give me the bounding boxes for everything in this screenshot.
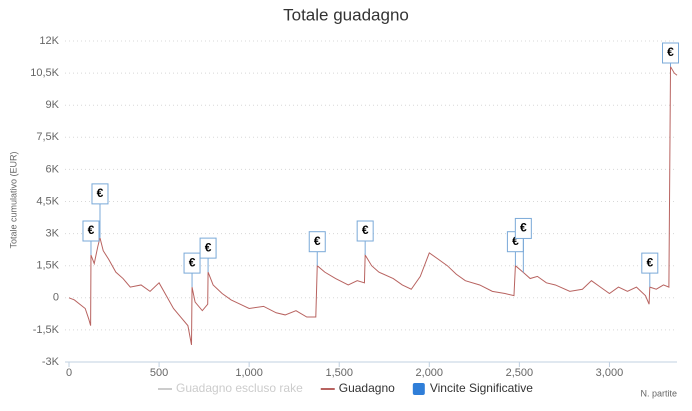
flag-label: €: [667, 45, 674, 59]
flag-box: [308, 231, 326, 253]
x-tick-label: 0: [66, 367, 72, 379]
y-tick-label: 6K: [46, 163, 60, 175]
flag-label: €: [520, 221, 527, 235]
flag: €: [662, 42, 680, 67]
x-tick-label: 2,500: [506, 367, 534, 379]
x-tick-label: 2,000: [416, 367, 444, 379]
flag: €: [308, 231, 326, 266]
legend-swatch: [412, 383, 425, 395]
legend-label: Vincite Significative: [430, 381, 533, 395]
y-tick-label: 9K: [46, 99, 60, 111]
flag-box: [82, 220, 100, 242]
flag-label: €: [314, 234, 321, 248]
y-axis-title: Totale cumulativo (EUR): [8, 151, 18, 248]
y-tick-label: 1,5K: [36, 260, 59, 272]
flag: €: [183, 252, 201, 288]
legend-label: Guadagno: [339, 381, 395, 395]
chart-title: Totale guadagno: [283, 5, 409, 24]
y-tick-label: 0: [53, 292, 59, 304]
y-tick-label: -1,5K: [33, 324, 60, 336]
y-tick-label: 7,5K: [36, 131, 59, 143]
flag-label: €: [362, 223, 369, 237]
x-axis-title: N. partite: [640, 388, 677, 398]
flag-label: €: [205, 240, 212, 254]
legend-label: Guadagno escluso rake: [176, 381, 303, 395]
flag-box: [91, 183, 109, 205]
flag-label: €: [97, 186, 104, 200]
flag-label: €: [88, 223, 95, 237]
flag-box: [514, 217, 532, 239]
flag-box: [356, 220, 374, 242]
flag: €: [199, 237, 217, 273]
x-tick-label: 1,000: [235, 367, 263, 379]
flag-box: [183, 252, 201, 274]
flag-label: €: [189, 255, 196, 269]
flag-label: €: [646, 255, 653, 269]
flag-box: [199, 237, 217, 259]
x-tick-label: 3,000: [596, 367, 624, 379]
x-tick-label: 1,500: [325, 367, 353, 379]
flag-box: [641, 252, 659, 274]
y-tick-label: -3K: [42, 356, 60, 368]
flag-label: €: [512, 234, 519, 248]
y-tick-label: 10,5K: [30, 67, 59, 79]
y-tick-label: 4,5K: [36, 195, 59, 207]
y-tick-label: 3K: [46, 228, 60, 240]
flag: €: [514, 217, 532, 273]
flag: €: [641, 252, 659, 288]
flag: €: [82, 220, 100, 255]
flag-box: [662, 42, 680, 64]
legend: Guadagno escluso rake Guadagno Vincite Sig…: [158, 381, 533, 395]
flag: €: [356, 220, 374, 255]
series-line: [68, 64, 678, 345]
x-tick-label: 500: [150, 367, 168, 379]
flag: €: [91, 183, 109, 238]
y-tick-label: 12K: [39, 35, 59, 47]
